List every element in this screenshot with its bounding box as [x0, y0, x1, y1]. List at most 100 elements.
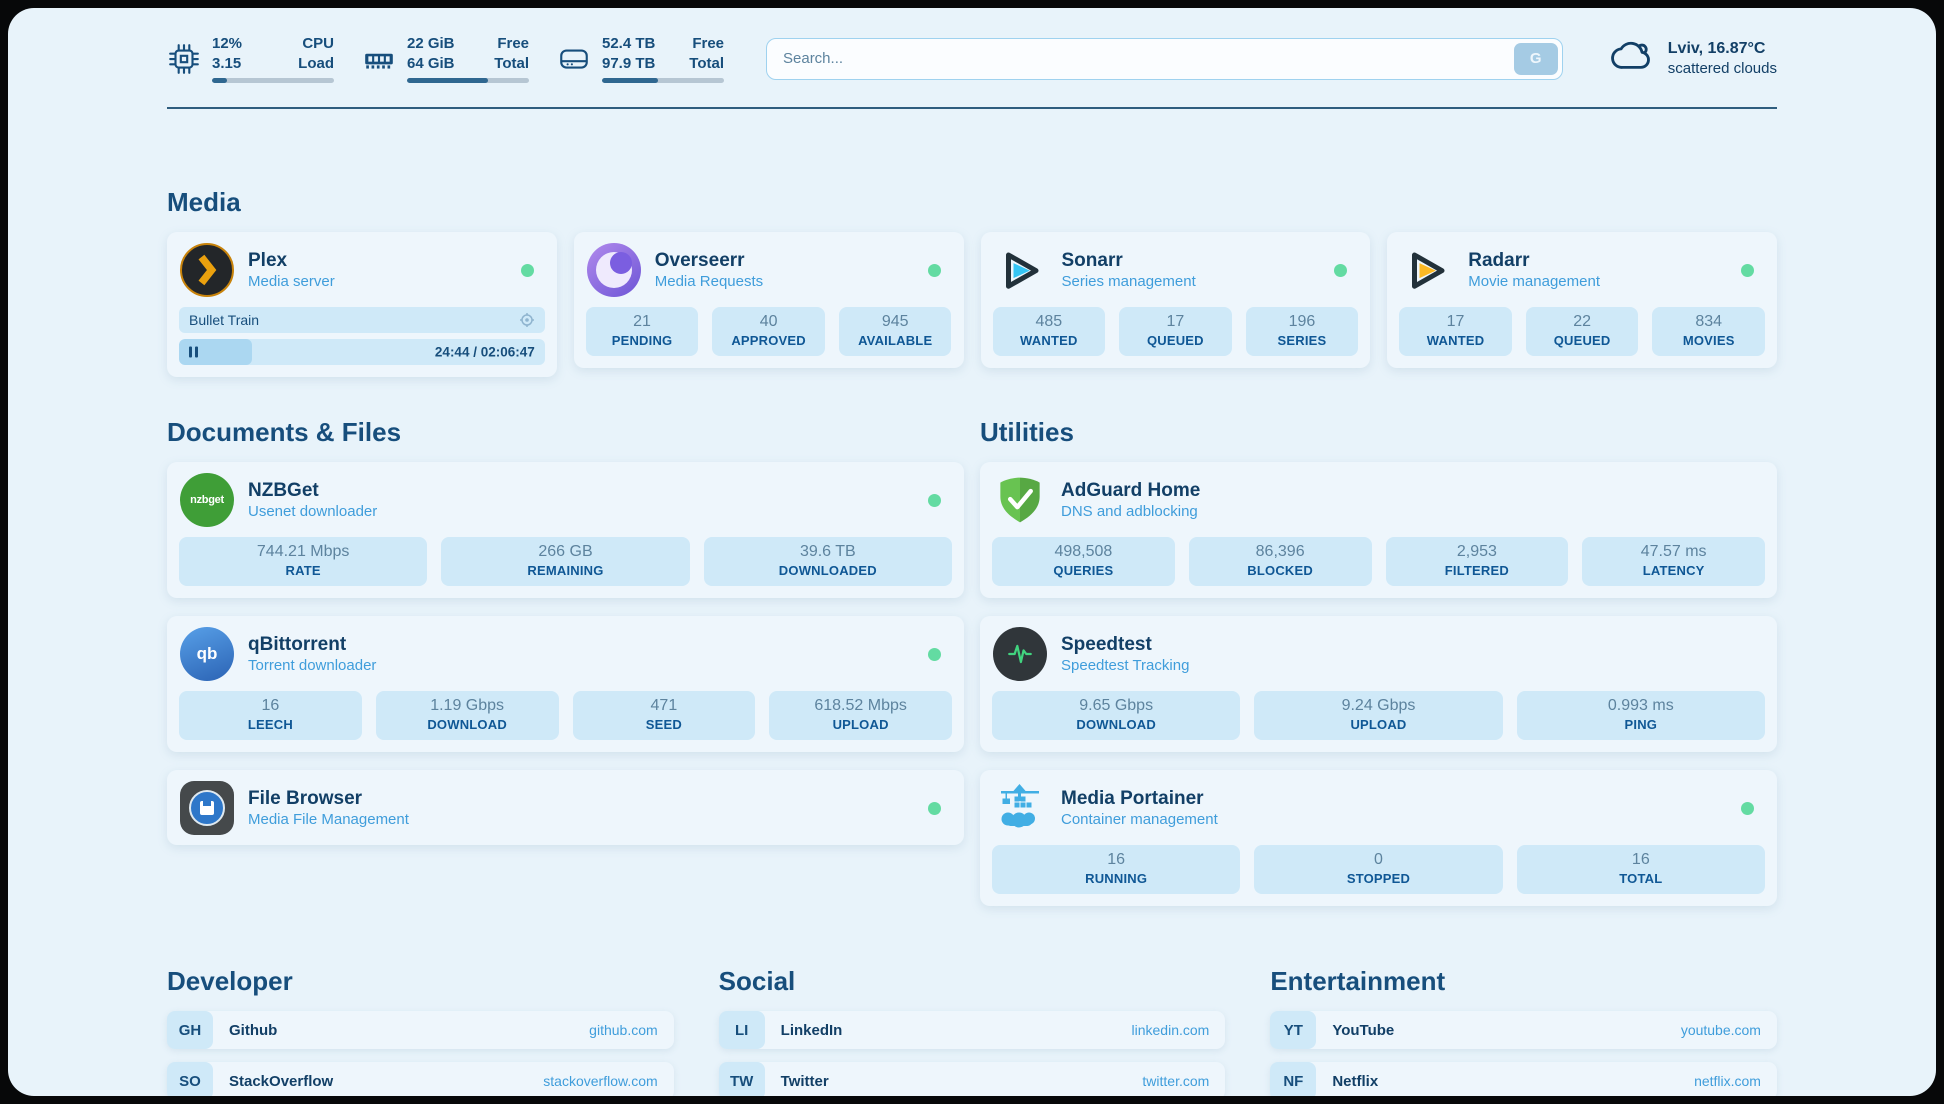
cpu-usage-value: 12%: [212, 35, 243, 52]
stat-blocked: 86,396 BLOCKED: [1188, 537, 1372, 586]
app-card-radarr[interactable]: Radarr Movie management 17 WANTED 22 QUE…: [1387, 232, 1777, 368]
app-subtitle: Media server: [248, 273, 335, 290]
app-card-adguard[interactable]: AdGuard Home DNS and adblocking 498,508 …: [980, 462, 1777, 598]
sonarr-icon: [994, 243, 1048, 297]
app-subtitle: Container management: [1061, 811, 1218, 828]
bookmark-badge: LI: [718, 1011, 765, 1049]
section-media: Media Plex Media server: [167, 187, 1777, 377]
stat-wanted: 17 WANTED: [1399, 307, 1512, 356]
bookmark-github[interactable]: GH Github github.com: [167, 1011, 674, 1049]
stat-available: 945 AVAILABLE: [838, 307, 952, 356]
bookmark-youtube[interactable]: YT YouTube youtube.com: [1270, 1011, 1777, 1049]
bookmark-stackoverflow[interactable]: SO StackOverflow stackoverflow.com: [167, 1062, 674, 1096]
app-subtitle: Movie management: [1468, 273, 1600, 290]
stat-seed: 471 SEED: [572, 691, 756, 740]
now-playing-title: Bullet Train: [189, 312, 260, 328]
stat-queued: 17 QUEUED: [1119, 307, 1232, 356]
stat-pending: 21 PENDING: [585, 307, 699, 356]
status-dot: [928, 493, 941, 507]
status-dot: [928, 801, 941, 815]
ram-total-label: Total: [494, 54, 529, 72]
section-title-media: Media: [167, 187, 241, 217]
stat-wanted: 485 WANTED: [992, 307, 1106, 356]
app-subtitle: Media Requests: [654, 273, 764, 290]
bookmark-badge: YT: [1270, 1011, 1317, 1049]
section-title-developer: Developer: [167, 966, 293, 996]
hardware-monitors: 12% 3.15 CPU Load: [167, 34, 724, 83]
section-utilities: Utilities: [980, 417, 1777, 906]
bookmark-badge: NF: [1270, 1062, 1317, 1096]
playback-progress-bar: 24:44 / 02:06:47: [179, 339, 545, 365]
app-subtitle: Speedtest Tracking: [1061, 657, 1190, 674]
header-divider: [167, 107, 1777, 109]
section-title-utilities: Utilities: [980, 417, 1074, 447]
bookmark-badge: SO: [167, 1062, 213, 1096]
stat-latency: 47.57 ms LATENCY: [1582, 537, 1765, 586]
app-card-qbittorrent[interactable]: qb qBittorrent Torrent downloader 16 LEE…: [167, 616, 964, 752]
app-name: Media Portainer: [1061, 788, 1204, 809]
section-title-documents: Documents & Files: [167, 417, 402, 447]
app-card-plex[interactable]: Plex Media server Bullet Train: [167, 232, 557, 377]
weather-widget: Lviv, 16.87°C scattered clouds: [1609, 38, 1777, 80]
disk-icon: [557, 42, 591, 76]
portainer-icon: [993, 781, 1047, 835]
status-dot: [1741, 263, 1754, 277]
bookmark-badge: GH: [167, 1011, 213, 1049]
app-card-nzbget[interactable]: nzbget NZBGet Usenet downloader 744.21 M…: [167, 462, 964, 598]
disk-free-value: 52.4 TB: [602, 35, 656, 52]
search-input[interactable]: [766, 37, 1563, 80]
weather-location-temp: Lviv, 16.87°C: [1667, 39, 1766, 57]
app-card-filebrowser[interactable]: File Browser Media File Management: [167, 770, 964, 845]
app-card-sonarr[interactable]: Sonarr Series management 485 WANTED 17 Q…: [980, 232, 1371, 368]
app-card-overseerr[interactable]: Overseerr Media Requests 21 PENDING 40 A…: [573, 232, 964, 368]
cpu-icon: [167, 42, 201, 76]
search-engine-button[interactable]: G: [1513, 42, 1558, 75]
app-name: Speedtest: [1061, 634, 1152, 655]
app-name: Overseerr: [654, 250, 745, 271]
adguard-icon: [993, 473, 1047, 527]
cpu-label: CPU: [302, 35, 334, 52]
ram-progress-track: [407, 78, 529, 83]
bookmark-linkedin[interactable]: LI LinkedIn linkedin.com: [718, 1011, 1226, 1049]
bookmark-twitter[interactable]: TW Twitter twitter.com: [718, 1062, 1226, 1096]
dashboard-page: 12% 3.15 CPU Load: [8, 8, 1936, 1096]
stat-remaining: 266 GB REMAINING: [441, 537, 690, 586]
section-title-entertainment: Entertainment: [1270, 966, 1446, 996]
filebrowser-icon: [180, 781, 234, 835]
stat-filtered: 2,953 FILTERED: [1385, 537, 1569, 586]
qbittorrent-icon: qb: [180, 627, 234, 681]
app-subtitle: Usenet downloader: [248, 503, 378, 520]
now-playing-row: Bullet Train: [179, 307, 545, 333]
app-card-portainer[interactable]: Media Portainer Container management 16 …: [980, 770, 1777, 906]
settings-icon[interactable]: [519, 312, 535, 328]
stat-download: 9.65 Gbps DOWNLOAD: [992, 691, 1241, 740]
disk-total-value: 97.9 TB: [602, 54, 656, 72]
stat-stopped: 0 STOPPED: [1254, 845, 1503, 894]
app-subtitle: DNS and adblocking: [1061, 503, 1198, 520]
plex-now-playing: Bullet Train: [167, 307, 557, 377]
app-card-speedtest[interactable]: Speedtest Speedtest Tracking 9.65 Gbps D…: [980, 616, 1777, 752]
status-dot: [520, 263, 534, 277]
section-title-social: Social: [718, 966, 796, 996]
stat-movies: 834 MOVIES: [1652, 307, 1765, 356]
app-name: AdGuard Home: [1061, 480, 1201, 501]
speedtest-icon: [993, 627, 1047, 681]
disk-progress-fill: [602, 78, 659, 83]
ram-progress-fill: [407, 78, 488, 83]
cpu-progress-track: [212, 78, 334, 83]
app-subtitle: Torrent downloader: [248, 657, 377, 674]
app-subtitle: Series management: [1061, 273, 1196, 290]
bookmark-netflix[interactable]: NF Netflix netflix.com: [1270, 1062, 1777, 1096]
search-bar: G: [766, 37, 1563, 80]
app-name: Radarr: [1468, 250, 1530, 271]
bookmark-badge: TW: [718, 1062, 765, 1096]
cpu-progress-fill: [212, 78, 227, 83]
weather-condition: scattered clouds: [1667, 60, 1777, 78]
cpu-load-value: 3.15: [212, 54, 242, 72]
app-name: Sonarr: [1061, 250, 1123, 271]
stat-queued: 22 QUEUED: [1525, 307, 1639, 356]
pause-icon[interactable]: [189, 346, 198, 358]
stat-total: 16 TOTAL: [1516, 845, 1765, 894]
playback-time: 24:44 / 02:06:47: [434, 344, 535, 360]
stat-upload: 618.52 Mbps UPLOAD: [769, 691, 952, 740]
